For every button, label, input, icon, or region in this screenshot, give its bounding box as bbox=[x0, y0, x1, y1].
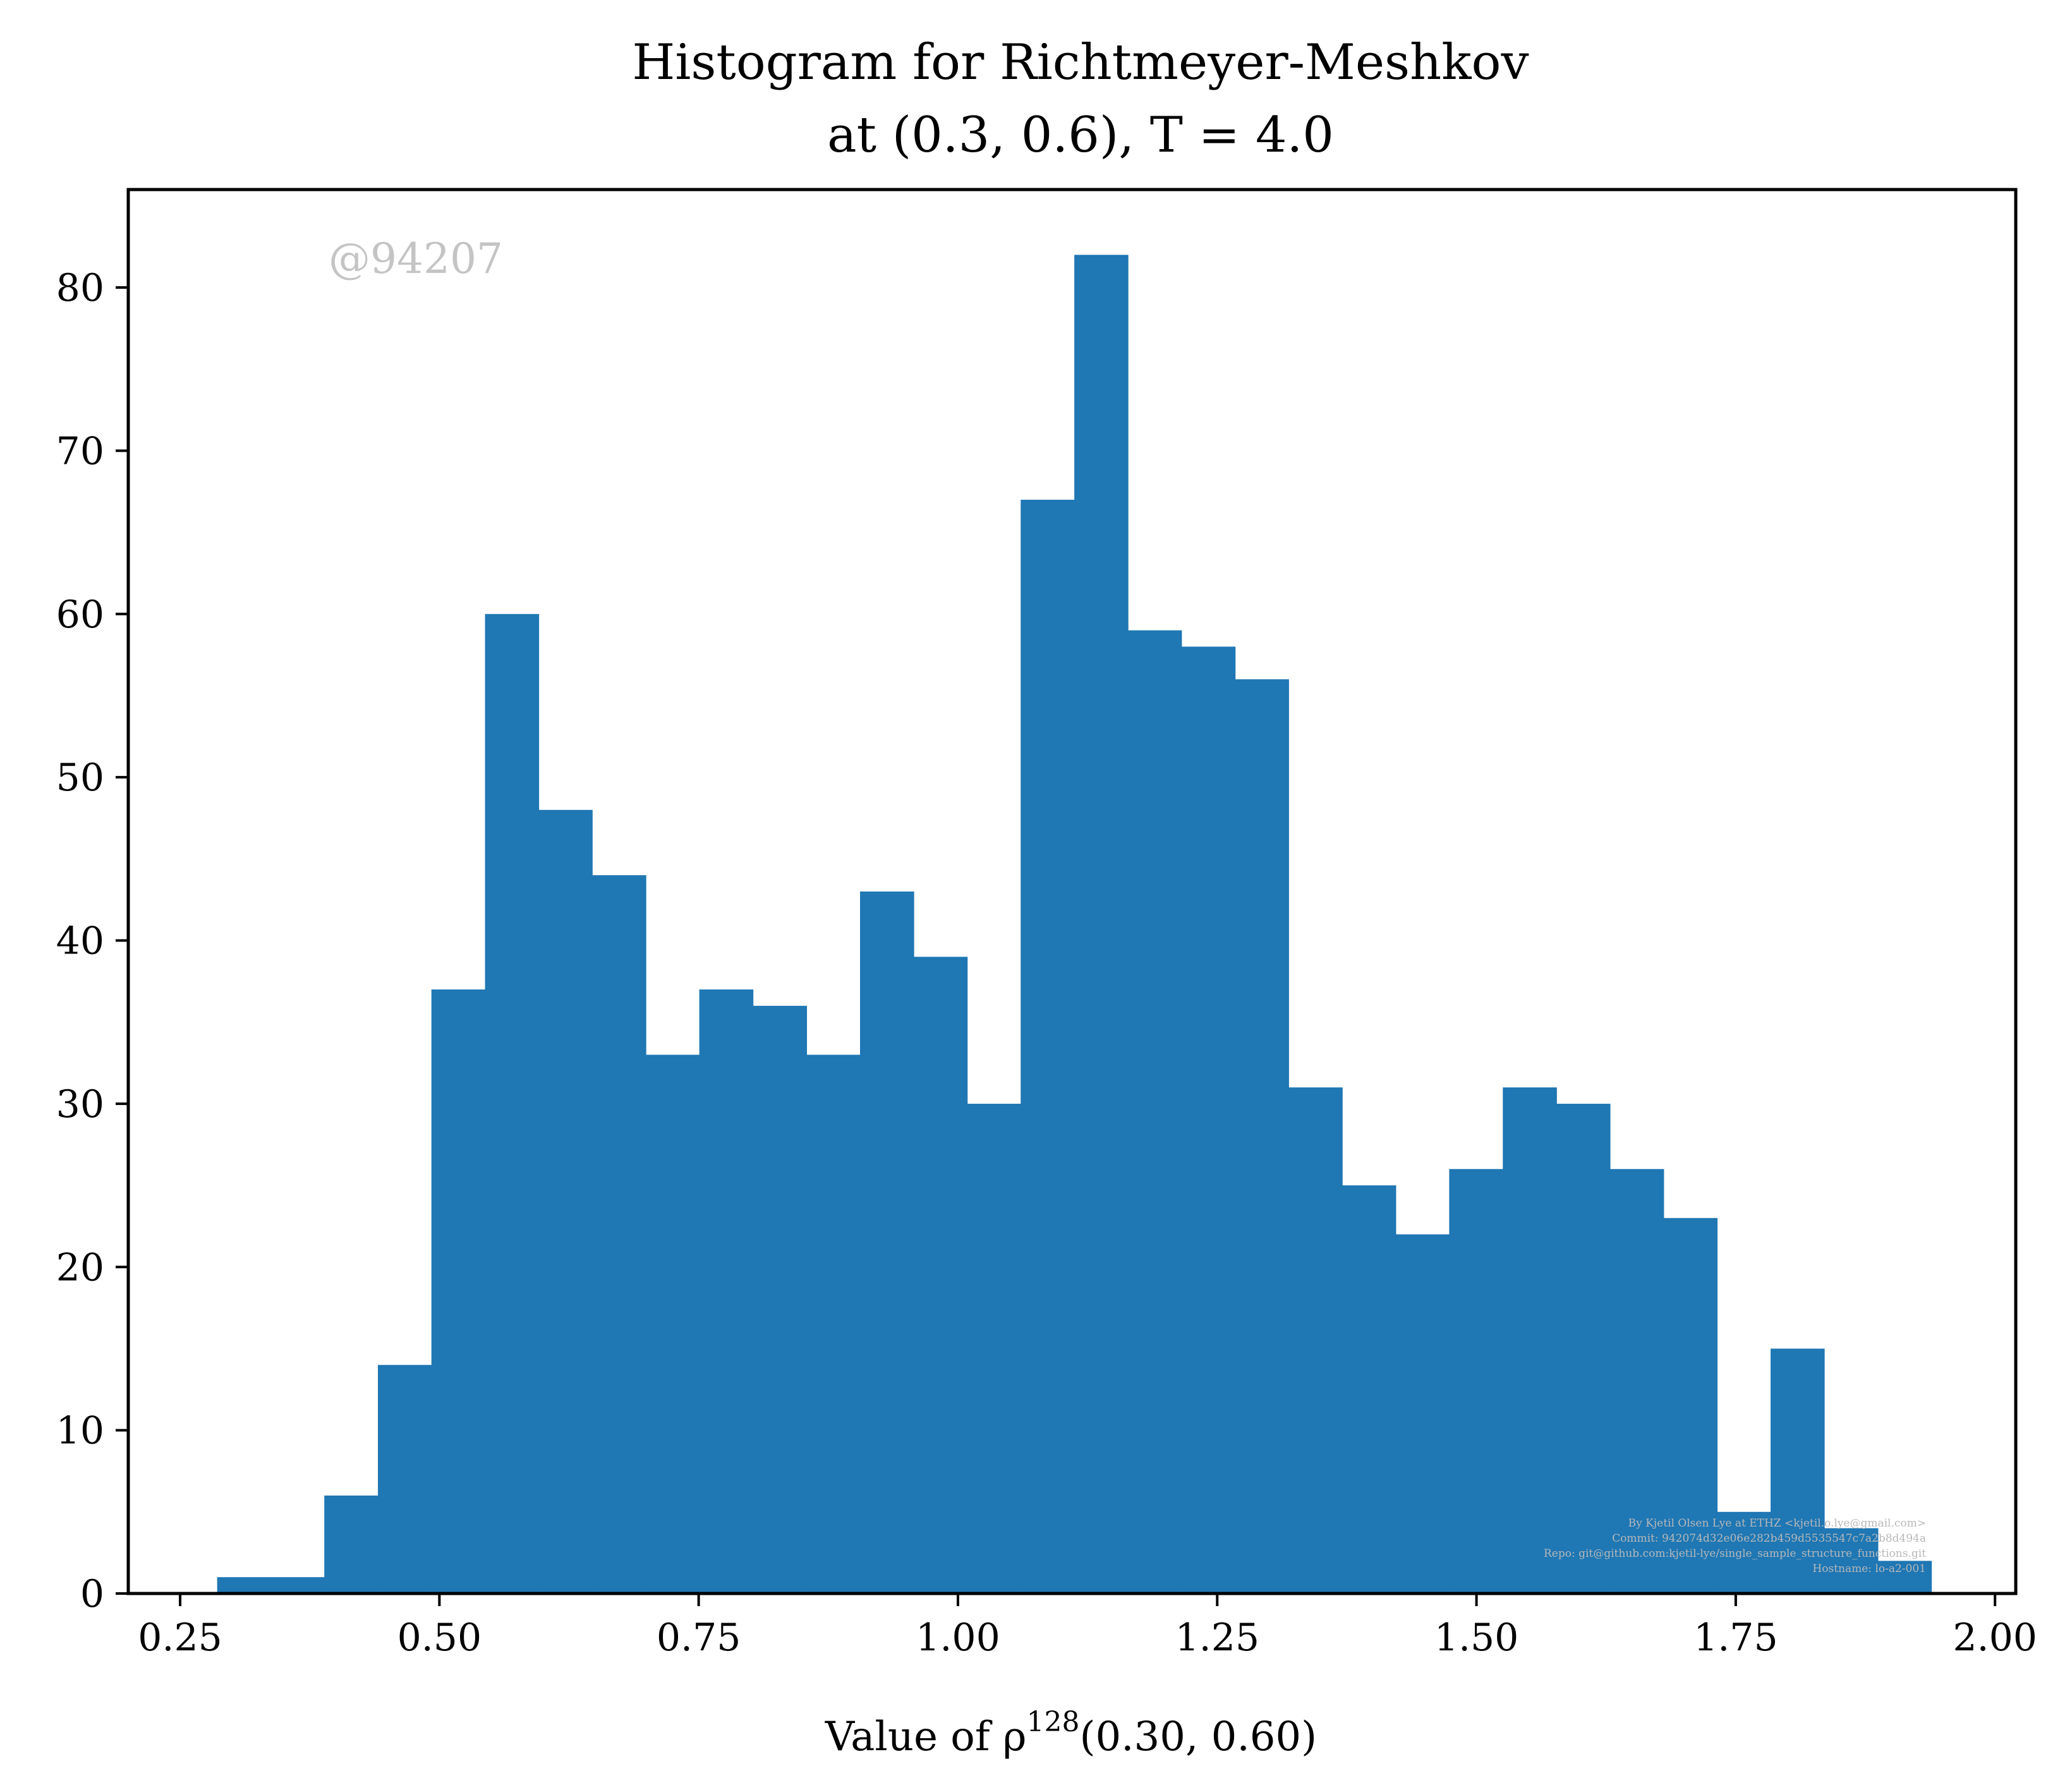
histogram-bar bbox=[806, 1055, 861, 1593]
y-tick-label: 30 bbox=[56, 1082, 104, 1127]
histogram-bar bbox=[1609, 1169, 1664, 1593]
histogram-bar bbox=[1556, 1103, 1611, 1593]
chart-title-line2: at (0.3, 0.6), T = 4.0 bbox=[827, 107, 1334, 164]
footer-credits: By Kjetil Olsen Lye at ETHZ <kjetil.o.ly… bbox=[1544, 1517, 1926, 1575]
footer-line-commit: Commit: 942074d32e06e282b459d5535547c7a2… bbox=[1612, 1532, 1926, 1545]
x-axis-label-superscript: 128 bbox=[1026, 1706, 1079, 1738]
histogram-bar bbox=[217, 1577, 272, 1593]
histogram-bar bbox=[1021, 499, 1075, 1593]
x-tick-label: 0.25 bbox=[138, 1616, 222, 1660]
histogram-bar bbox=[592, 875, 646, 1593]
x-tick-label: 2.00 bbox=[1953, 1616, 2037, 1660]
y-tick-label: 50 bbox=[56, 756, 104, 800]
histogram-bar bbox=[1395, 1234, 1450, 1593]
histogram-bar bbox=[270, 1577, 325, 1593]
histogram-bar bbox=[485, 614, 540, 1593]
x-axis-label: Value of ρ128(0.30, 0.60) bbox=[825, 1706, 1317, 1760]
footer-line-repo: Repo: git@github.com:kjetil-lye/single_s… bbox=[1544, 1547, 1926, 1560]
x-axis-label-prefix: Value of ρ bbox=[825, 1714, 1027, 1760]
y-tick-label: 0 bbox=[80, 1572, 104, 1616]
histogram-bar bbox=[860, 892, 914, 1593]
histogram-bar bbox=[378, 1365, 432, 1593]
histogram-bar bbox=[538, 809, 593, 1593]
x-tick-label: 1.50 bbox=[1434, 1616, 1519, 1660]
histogram-bar bbox=[1503, 1087, 1557, 1593]
footer-line-author: By Kjetil Olsen Lye at ETHZ <kjetil.o.ly… bbox=[1628, 1517, 1926, 1530]
histogram-bar bbox=[1663, 1218, 1718, 1593]
histogram-bar bbox=[1717, 1511, 1771, 1593]
plot-area-frame bbox=[126, 188, 2018, 1595]
histogram-bar bbox=[1824, 1528, 1879, 1593]
x-tick-label: 0.75 bbox=[657, 1616, 741, 1660]
x-axis-ticks: 0.25 0.50 0.75 1.00 1.25 1.50 1.75 2.00 bbox=[138, 1593, 2037, 1660]
histogram-bar bbox=[645, 1055, 700, 1593]
histogram-bar bbox=[1235, 679, 1289, 1593]
histogram-bar bbox=[913, 957, 968, 1593]
histogram-bar bbox=[324, 1495, 379, 1593]
y-tick-label: 10 bbox=[56, 1409, 104, 1453]
histogram-bar bbox=[967, 1103, 1022, 1593]
y-tick-label: 70 bbox=[56, 429, 104, 473]
histogram-bar bbox=[1074, 255, 1129, 1593]
histogram-bars bbox=[217, 255, 1932, 1593]
histogram-bar bbox=[1127, 630, 1182, 1593]
footer-line-hostname: Hostname: lo-a2-001 bbox=[1812, 1563, 1926, 1575]
histogram-bar bbox=[431, 989, 486, 1593]
histogram-bar bbox=[1288, 1087, 1343, 1593]
y-axis-ticks: 0 10 20 30 40 50 60 70 80 bbox=[56, 266, 128, 1616]
x-tick-label: 1.00 bbox=[916, 1616, 1000, 1660]
histogram-bar bbox=[1449, 1169, 1503, 1593]
x-tick-label: 1.25 bbox=[1175, 1616, 1259, 1660]
histogram-bar bbox=[1342, 1185, 1396, 1593]
x-tick-label: 0.50 bbox=[397, 1616, 482, 1660]
chart-title-line1: Histogram for Richtmeyer-Meshkov bbox=[632, 34, 1529, 91]
histogram-bar bbox=[1181, 646, 1236, 1593]
histogram-bar bbox=[1771, 1348, 1825, 1593]
y-tick-label: 20 bbox=[56, 1245, 104, 1290]
x-tick-label: 1.75 bbox=[1693, 1616, 1778, 1660]
y-tick-label: 80 bbox=[56, 266, 104, 310]
histogram-bar bbox=[1877, 1561, 1932, 1593]
y-tick-label: 40 bbox=[56, 919, 104, 964]
histogram-bar bbox=[699, 989, 754, 1593]
y-tick-label: 60 bbox=[56, 593, 104, 637]
histogram-bar bbox=[753, 1005, 808, 1593]
watermark-label: @94207 bbox=[329, 234, 503, 283]
x-axis-label-suffix: (0.30, 0.60) bbox=[1079, 1714, 1317, 1760]
